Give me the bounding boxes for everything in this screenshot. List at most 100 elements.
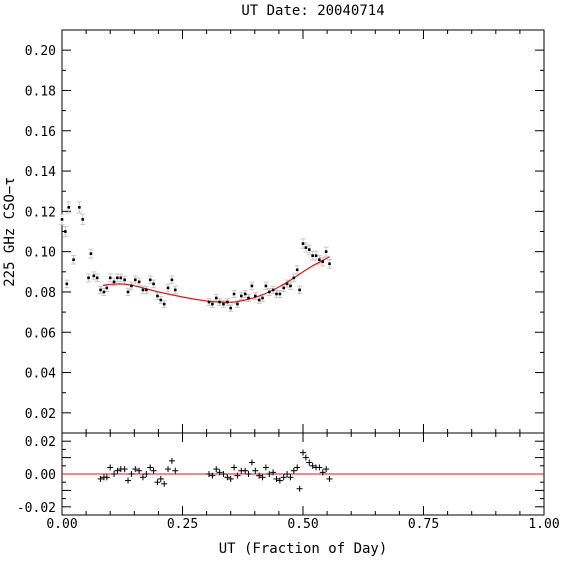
tau-point — [298, 288, 301, 292]
tau-panel-ticks: 0.02 0.04 0.06 0.08 0.10 0.12 0.14 0.16 0.18 0.20 — [25, 29, 545, 434]
tau-point — [60, 218, 64, 221]
tau-point — [285, 282, 289, 286]
x-axis-label: UT (Fraction of Day) — [219, 541, 388, 557]
residual-points — [97, 449, 333, 492]
tau-point — [152, 282, 155, 286]
tau-point — [247, 296, 250, 300]
residual-point — [273, 475, 280, 482]
residual-point — [319, 469, 326, 476]
tau-point — [275, 292, 278, 296]
tau-point — [267, 290, 271, 294]
tau-point — [261, 296, 264, 300]
residual-point — [316, 464, 323, 471]
tau-point — [211, 302, 214, 306]
tau-y-tick-label: 0.10 — [25, 246, 56, 261]
residual-point — [309, 462, 316, 469]
x-tick-label: 0.25 — [167, 517, 198, 532]
chart-title: UT Date: 20040714 — [241, 3, 384, 19]
residual-point — [270, 469, 277, 476]
tau-point — [162, 302, 166, 306]
residual-point — [276, 477, 283, 484]
residual-point — [294, 464, 301, 471]
residual-point — [143, 471, 150, 477]
tau-y-tick-label: 0.16 — [25, 125, 56, 140]
residual-point — [287, 474, 294, 481]
residual-point — [300, 449, 306, 456]
residual-point — [227, 475, 234, 482]
x-tick-label: 0.50 — [287, 517, 318, 532]
tau-point — [141, 288, 145, 292]
tau-point — [222, 302, 225, 306]
residual-point — [132, 466, 139, 473]
residual-point — [242, 467, 249, 474]
tau-point — [108, 276, 112, 280]
tau-point — [112, 280, 116, 284]
tau-points — [60, 206, 331, 310]
tau-point — [166, 286, 170, 290]
residual-point — [209, 472, 216, 479]
tau-point — [89, 252, 93, 255]
tau-point — [278, 292, 282, 296]
tau-point — [240, 294, 243, 298]
residual-point — [248, 459, 255, 466]
residual-y-tick-label: 0.02 — [25, 435, 56, 450]
tau-point — [102, 290, 106, 294]
residual-y-tick-label: -0.02 — [17, 501, 56, 516]
tau-y-tick-label: 0.14 — [25, 165, 56, 180]
tau-point — [321, 260, 325, 264]
tau-point — [170, 278, 174, 282]
tau-y-tick-label: 0.08 — [25, 286, 56, 301]
residual-point — [326, 475, 333, 482]
tau-y-tick-label: 0.02 — [25, 407, 56, 422]
tau-point — [145, 288, 148, 292]
tau-point — [137, 280, 141, 284]
tau-point — [156, 294, 159, 298]
tau-point — [126, 290, 130, 294]
tau-point — [123, 278, 126, 282]
residual-point — [224, 474, 231, 481]
tau-y-tick-label: 0.20 — [25, 44, 56, 59]
tau-y-tick-label: 0.18 — [25, 84, 56, 99]
residual-point — [284, 471, 291, 477]
x-tick-label: 1.00 — [528, 517, 559, 532]
y-axis-label: 225 GHz CSO−τ — [2, 177, 18, 287]
tau-point — [207, 300, 211, 304]
residual-point — [234, 472, 241, 479]
residual-point — [220, 471, 227, 477]
residual-point — [168, 457, 175, 464]
tau-point — [116, 276, 119, 280]
tau-fit-curve — [102, 256, 330, 304]
residual-point — [139, 474, 146, 481]
tau-y-tick-label: 0.06 — [25, 326, 56, 341]
x-tick-label: 0.75 — [408, 517, 439, 532]
residual-point — [172, 467, 179, 474]
x-tick-label: 0.00 — [46, 517, 77, 532]
tau-point — [236, 302, 239, 306]
residual-point — [150, 467, 157, 474]
residual-panel: 0.02 0.00 -0.02 — [17, 432, 545, 516]
residual-point — [206, 471, 213, 477]
tau-point — [243, 292, 247, 296]
tau-point — [159, 298, 163, 302]
residual-point — [107, 464, 114, 471]
residual-point — [103, 474, 110, 481]
tau-point — [78, 206, 81, 209]
residual-point — [165, 466, 172, 473]
residual-point — [306, 459, 313, 466]
residual-point — [280, 474, 287, 481]
tau-point — [257, 298, 261, 302]
tau-point — [173, 288, 177, 292]
tau-point — [130, 284, 133, 288]
tau-point — [311, 254, 314, 257]
tau-point — [214, 296, 218, 300]
tau-point — [282, 286, 286, 290]
residual-point — [296, 485, 303, 492]
tau-point — [99, 288, 102, 292]
residual-point — [111, 471, 118, 477]
residual-point — [128, 471, 135, 477]
tau-y-tick-label: 0.12 — [25, 205, 56, 220]
tau-point — [226, 300, 229, 304]
residual-y-tick-label: 0.00 — [25, 468, 56, 483]
residual-point — [213, 466, 220, 473]
residual-point — [154, 479, 161, 486]
